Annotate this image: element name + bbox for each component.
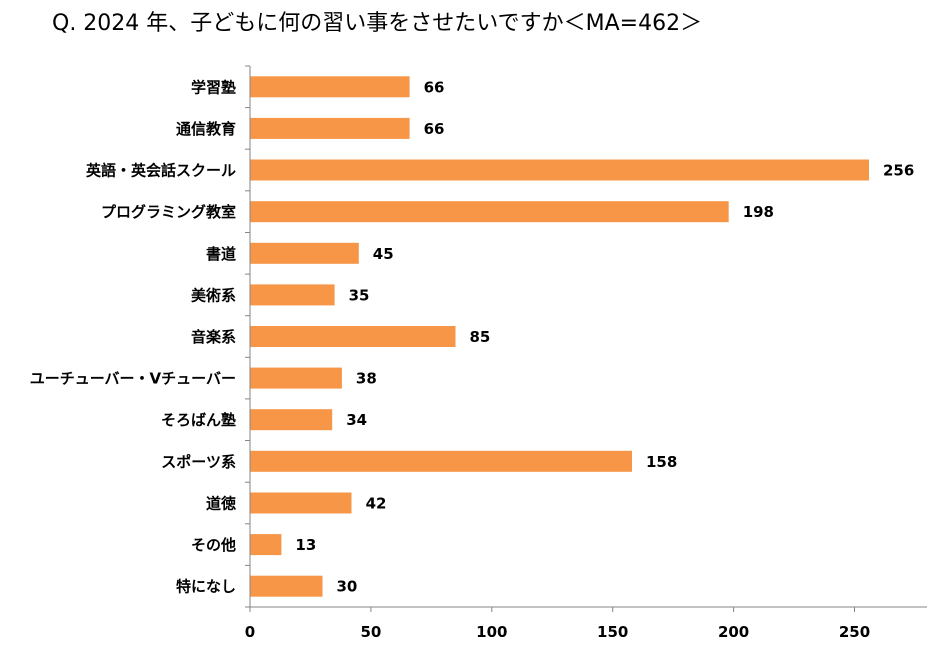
category-label: 美術系 bbox=[191, 286, 236, 304]
bar bbox=[250, 159, 869, 181]
data-label: 158 bbox=[646, 453, 677, 471]
category-label: その他 bbox=[191, 536, 236, 554]
bar bbox=[250, 575, 323, 597]
data-label: 35 bbox=[349, 286, 370, 304]
category-label: 書道 bbox=[206, 245, 236, 263]
x-tick-label: 0 bbox=[245, 623, 255, 641]
category-label: そろばん塾 bbox=[161, 411, 236, 429]
bar bbox=[250, 409, 333, 431]
data-label: 38 bbox=[356, 370, 377, 388]
bar bbox=[250, 534, 282, 556]
data-label: 198 bbox=[743, 203, 774, 221]
bar bbox=[250, 117, 410, 139]
x-tick-label: 50 bbox=[360, 623, 381, 641]
data-label: 42 bbox=[366, 495, 387, 513]
category-label: 特になし bbox=[176, 578, 236, 596]
category-label: 道徳 bbox=[206, 495, 236, 513]
data-label: 13 bbox=[295, 536, 316, 554]
category-label: スポーツ系 bbox=[161, 453, 236, 471]
data-label: 34 bbox=[346, 411, 367, 429]
data-label: 45 bbox=[373, 245, 394, 263]
data-label: 256 bbox=[883, 162, 914, 180]
x-tick-label: 150 bbox=[597, 623, 628, 641]
data-label: 66 bbox=[424, 120, 445, 138]
bar bbox=[250, 367, 342, 389]
category-label: 学習塾 bbox=[191, 78, 236, 96]
chart-title: Q. 2024 年、子どもに何の習い事をさせたいですか＜MA=462＞ bbox=[52, 11, 703, 36]
category-label: 通信教育 bbox=[176, 120, 236, 138]
data-label: 30 bbox=[337, 578, 358, 596]
data-label: 66 bbox=[424, 78, 445, 96]
bar bbox=[250, 492, 352, 514]
x-tick-label: 250 bbox=[839, 623, 870, 641]
x-tick-label: 200 bbox=[718, 623, 749, 641]
category-label: プログラミング教室 bbox=[101, 203, 236, 221]
x-tick-label: 100 bbox=[476, 623, 507, 641]
data-label: 85 bbox=[470, 328, 491, 346]
bar bbox=[250, 326, 456, 347]
bar bbox=[250, 76, 410, 98]
category-label: 音楽系 bbox=[191, 328, 236, 346]
bar bbox=[250, 201, 729, 223]
bar bbox=[250, 284, 335, 306]
category-label: ユーチューバー・Vチューバー bbox=[30, 370, 236, 388]
bar bbox=[250, 242, 359, 264]
category-label: 英語・英会話スクール bbox=[86, 162, 236, 180]
bar bbox=[250, 450, 632, 472]
